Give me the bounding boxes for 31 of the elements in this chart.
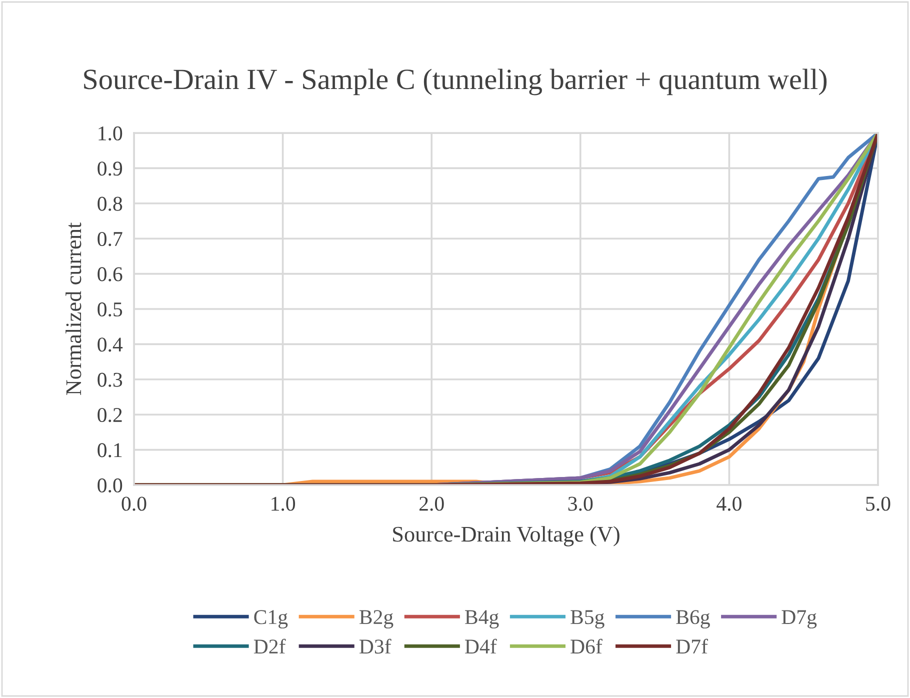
x-tick-label: 0.0: [122, 496, 146, 511]
y-tick-label: 0.4: [98, 338, 123, 352]
x-tick-label: 1.0: [272, 496, 296, 511]
legend-label: D7g: [782, 610, 817, 628]
y-tick-label: 0.0: [98, 478, 122, 493]
chart-title: Source-Drain IV - Sample C (tunneling barrier + quantum well): [84, 68, 827, 96]
legend-label: C1g: [254, 610, 288, 628]
x-tick-label: 3.0: [568, 496, 593, 511]
legend-label: D3f: [359, 638, 392, 654]
legend-label: D6f: [570, 638, 602, 654]
legend-label: B4g: [465, 610, 499, 628]
y-tick-label: 0.8: [98, 196, 122, 211]
x-tick-label: 2.0: [419, 496, 444, 511]
legend-label: B2g: [359, 610, 394, 628]
y-axis-title: Normalized current: [66, 222, 82, 396]
x-tick-label: 4.0: [716, 496, 742, 511]
legend-label: D7f: [676, 638, 708, 654]
legend-label: B5g: [570, 610, 604, 628]
y-tick-label: 0.5: [98, 302, 122, 317]
legend-label: D4f: [465, 638, 497, 654]
legend-label: D2f: [254, 638, 286, 654]
x-tick-label: 5.0: [866, 496, 890, 511]
y-tick-label: 0.2: [98, 408, 122, 422]
x-axis-title: Source-Drain Voltage (V): [393, 526, 620, 546]
y-tick-label: 0.3: [98, 372, 122, 387]
legend-label: B6g: [676, 610, 710, 628]
y-tick-label: 0.1: [98, 443, 122, 458]
y-tick-label: 0.7: [98, 232, 122, 246]
y-tick-label: 1.0: [98, 126, 122, 141]
y-tick-label: 0.6: [98, 267, 122, 282]
y-tick-label: 0.9: [98, 162, 122, 176]
